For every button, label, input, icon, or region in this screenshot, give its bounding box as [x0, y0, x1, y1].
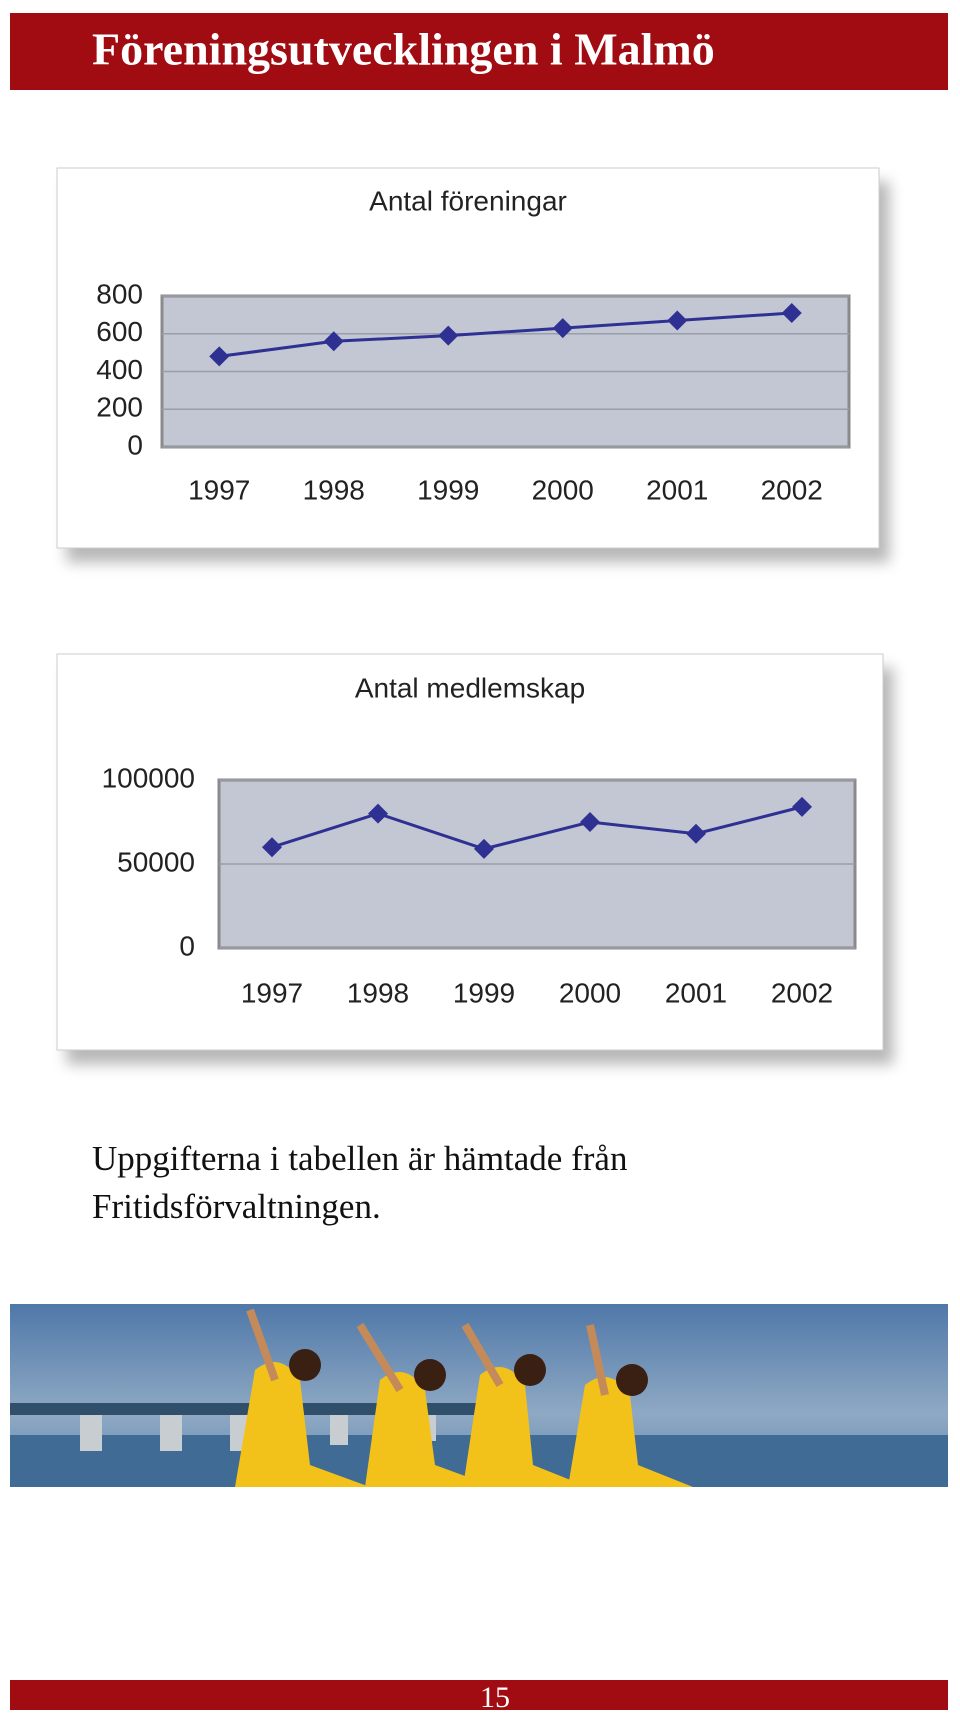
- y-tick-label: 200: [96, 392, 143, 423]
- data-point: [792, 796, 812, 817]
- data-point: [438, 325, 459, 346]
- x-tick-label: 2002: [771, 977, 833, 1008]
- y-tick-label: 600: [96, 316, 143, 347]
- x-tick-label: 2000: [559, 977, 621, 1008]
- y-tick-label: 100000: [102, 762, 195, 793]
- chart: Antal medlemskap 0 50000 100000 1997 1998 1999…: [56, 653, 884, 1051]
- x-tick-label: 1997: [241, 977, 303, 1008]
- data-point: [552, 318, 573, 339]
- data-point: [262, 837, 282, 858]
- y-tick-label: 50000: [117, 846, 195, 877]
- x-tick-label: 1999: [417, 474, 479, 505]
- y-tick-label: 400: [96, 354, 143, 385]
- data-point: [686, 823, 706, 844]
- chart-title: Antal föreningar: [369, 185, 567, 216]
- y-tick-label: 0: [127, 429, 143, 460]
- data-line: [219, 311, 792, 358]
- y-tick-label: 0: [179, 930, 195, 961]
- x-tick-label: 1998: [347, 977, 409, 1008]
- header-bar: [10, 13, 948, 90]
- x-tick-label: 2001: [646, 474, 708, 505]
- data-line: [271, 805, 803, 851]
- data-point: [667, 310, 688, 331]
- charts: Antal föreningar 0 200 400 600 800 1997 1998 199…: [56, 167, 884, 1051]
- data-point: [781, 302, 802, 323]
- page-number: 15: [480, 1681, 510, 1714]
- data-point: [580, 812, 600, 832]
- x-tick-label: 1999: [453, 977, 515, 1008]
- caption-line: Fritidsförvaltningen.: [92, 1187, 381, 1226]
- data-point: [368, 803, 388, 824]
- x-tick-label: 2002: [761, 474, 823, 505]
- chart-title: Antal medlemskap: [355, 672, 585, 703]
- x-tick-label: 1998: [303, 474, 365, 505]
- footer-bar: [10, 1680, 948, 1710]
- photo: [10, 1304, 948, 1487]
- page-title: Föreningsutvecklingen i Malmö: [92, 24, 715, 75]
- caption-line: Uppgifterna i tabellen är hämtade från: [92, 1139, 627, 1178]
- data-point: [474, 838, 494, 859]
- x-tick-label: 2000: [532, 474, 594, 505]
- x-tick-label: 2001: [665, 977, 727, 1008]
- chart: Antal föreningar 0 200 400 600 800 1997 1998 199…: [56, 167, 880, 549]
- data-point: [323, 331, 344, 352]
- data-point: [209, 346, 230, 367]
- x-tick-label: 1997: [188, 474, 250, 505]
- y-tick-label: 800: [96, 278, 143, 309]
